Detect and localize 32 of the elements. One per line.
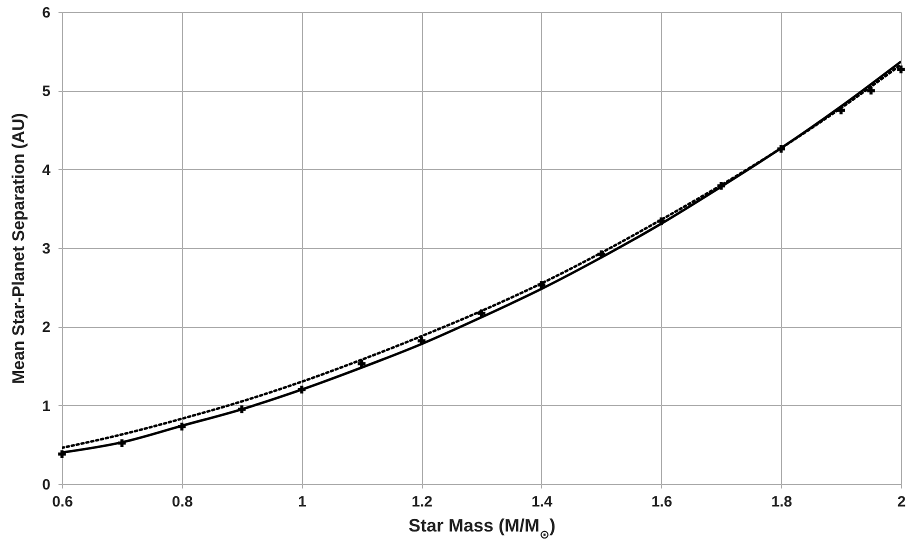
x-axis-title: Star Mass (M/M$_{⊙}$): [408, 516, 556, 542]
point: [418, 336, 426, 345]
point: [298, 386, 306, 394]
x-tick-label: 0.8: [172, 494, 193, 510]
x-tick-label: 2: [897, 494, 906, 510]
point: [897, 66, 905, 74]
x-tick-label: 0.6: [52, 494, 73, 510]
x-tick-label: 1.4: [532, 494, 554, 510]
point: [178, 422, 186, 430]
x-tick-label: 1.8: [771, 494, 792, 510]
y-tick-label: 4: [42, 162, 52, 179]
point: [238, 405, 246, 414]
point: [867, 86, 875, 95]
point: [717, 182, 726, 190]
y-tick-label: 0: [42, 476, 50, 494]
point: [58, 450, 66, 458]
y-tick-label: 2: [42, 319, 50, 336]
x-tick-label: 1.2: [412, 494, 432, 510]
x-tick-label: 1.6: [651, 494, 672, 510]
y-axis-title: Mean Star-Planet Separation (AU): [9, 112, 28, 384]
y-tick-label: 6: [42, 4, 50, 22]
point: [358, 360, 366, 368]
point: [657, 217, 666, 226]
point: [777, 145, 786, 153]
y-tick-label: 5: [42, 83, 50, 100]
y-tick-label: 1: [42, 398, 50, 415]
point: [597, 250, 606, 258]
point: [478, 309, 486, 318]
x-tick-label: 1: [298, 494, 306, 510]
point: [538, 281, 546, 289]
y-tick-label: 3: [42, 240, 50, 258]
point: [118, 439, 126, 447]
